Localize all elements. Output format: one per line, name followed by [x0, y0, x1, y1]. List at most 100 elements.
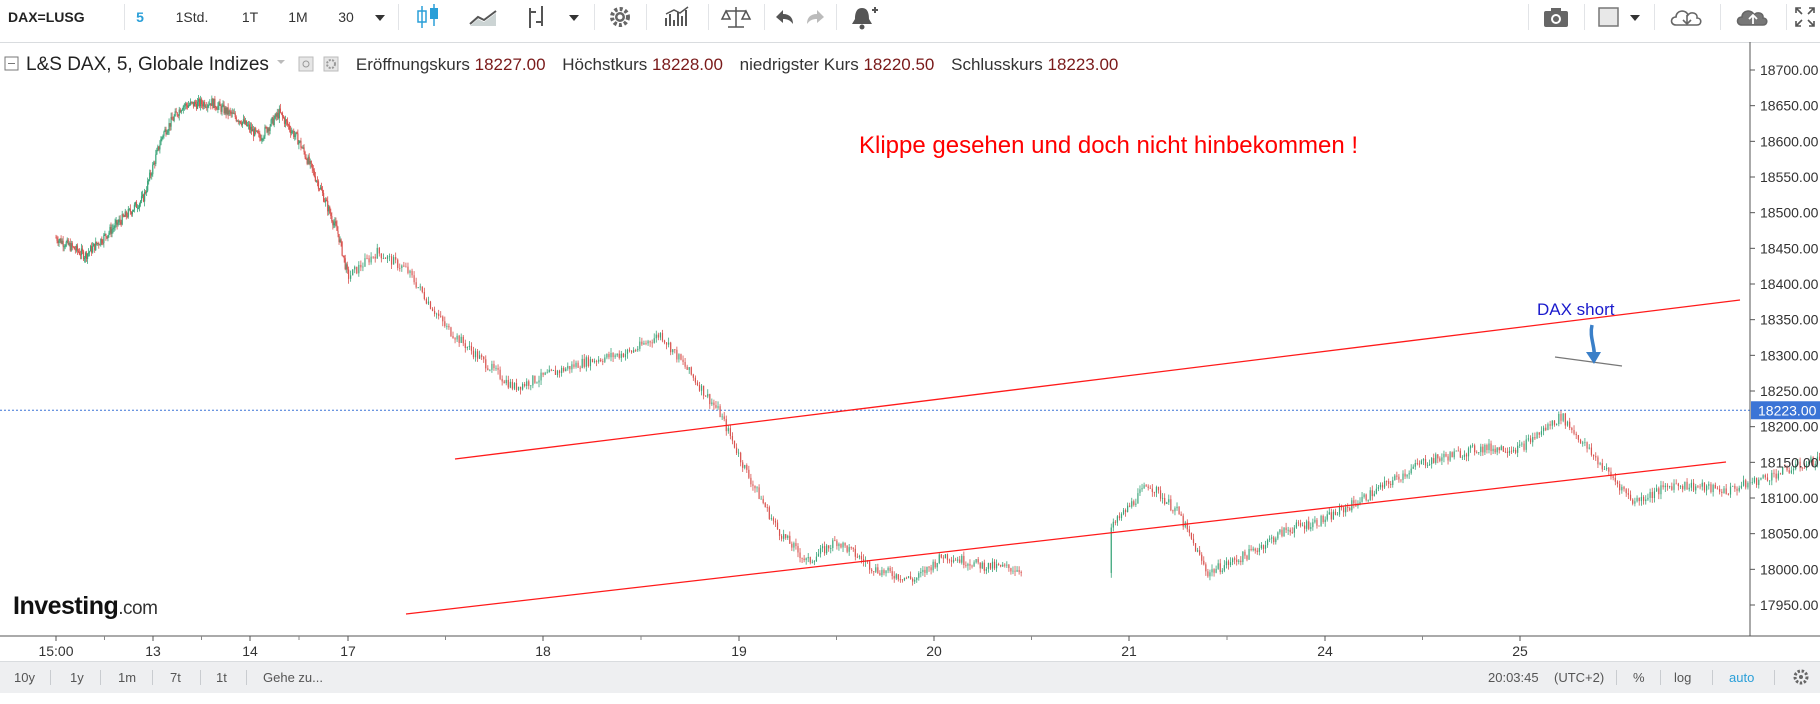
candle-body: [1669, 486, 1671, 488]
log-toggle[interactable]: log: [1674, 670, 1692, 685]
area-chart-icon[interactable]: [458, 0, 508, 34]
percent-toggle[interactable]: %: [1633, 670, 1645, 685]
candle-body: [797, 546, 799, 553]
interval-5-button[interactable]: 5: [136, 9, 144, 25]
camera-icon[interactable]: [1532, 0, 1580, 34]
candle-body: [565, 368, 567, 372]
candlestick-icon[interactable]: [404, 0, 452, 34]
visibility-icon[interactable]: [298, 56, 318, 72]
candle-body: [247, 124, 250, 126]
candle-body: [340, 239, 342, 243]
layout-caret-down-icon[interactable]: [1622, 0, 1648, 34]
candle-body: [653, 338, 655, 343]
candle-body: [1340, 506, 1343, 508]
candle-body: [873, 571, 875, 572]
candle-body: [86, 253, 89, 259]
candle-body: [333, 223, 335, 226]
goto-button[interactable]: Gehe zu...: [263, 670, 323, 685]
lower-channel-line[interactable]: [405, 461, 1727, 615]
indicator-icon[interactable]: [516, 0, 556, 34]
candle-body: [1330, 512, 1332, 520]
interval-30-button[interactable]: 30: [338, 9, 354, 25]
candle-body: [1410, 468, 1412, 474]
small-trend-line[interactable]: [1554, 356, 1623, 367]
upper-channel-line[interactable]: [454, 299, 1741, 460]
candle-body: [127, 209, 129, 217]
toolbar-divider: [1720, 4, 1721, 30]
candle-body: [164, 129, 166, 132]
interval-1m-button[interactable]: 1M: [288, 9, 308, 25]
fullscreen-icon[interactable]: [1790, 0, 1820, 34]
range-1y-button[interactable]: 1y: [70, 670, 84, 685]
candle-body: [411, 270, 413, 276]
range-10y-button[interactable]: 10y: [14, 670, 35, 685]
candle-body: [185, 103, 187, 106]
candle-body: [1266, 539, 1269, 546]
alert-bell-icon[interactable]: [842, 0, 886, 34]
candle-body: [672, 349, 674, 353]
candle-body: [1116, 516, 1118, 523]
candle-body: [1500, 446, 1502, 451]
interval-caret-down-icon[interactable]: [366, 0, 394, 34]
candle-body: [750, 477, 752, 485]
scale-icon[interactable]: [716, 0, 756, 34]
candle-body: [72, 246, 74, 248]
candle-body: [1414, 463, 1416, 467]
candle-body: [1673, 483, 1675, 490]
candle-body: [942, 557, 944, 559]
candle-body: [1775, 473, 1777, 479]
candle-body: [1420, 460, 1423, 465]
bar-chart-icon[interactable]: [656, 0, 696, 34]
symbol-input[interactable]: DAX=LUSG: [8, 9, 85, 25]
interval-1d-button[interactable]: 1T: [241, 9, 259, 25]
x-tick-label: 19: [731, 643, 747, 659]
candle-body: [1472, 445, 1474, 447]
candle-body: [319, 187, 322, 189]
candle-body: [499, 369, 501, 379]
interval-1h-button[interactable]: 1Std.: [175, 9, 209, 25]
bottom-gear-icon[interactable]: [1790, 662, 1812, 693]
candle-body: [530, 385, 532, 387]
collapse-legend-icon[interactable]: [4, 56, 20, 72]
candle-body: [1112, 521, 1114, 528]
candle-body: [257, 130, 259, 133]
candle-body: [228, 110, 230, 115]
candle-body: [961, 555, 963, 563]
candle-body: [468, 345, 470, 347]
undo-icon[interactable]: [768, 0, 800, 34]
gear-icon[interactable]: [600, 0, 640, 34]
candle-body: [272, 117, 274, 126]
legend-caret-down-icon[interactable]: [274, 55, 288, 69]
candle-body: [1258, 548, 1260, 552]
candle-body: [1723, 488, 1725, 494]
candle-body: [598, 359, 600, 362]
drawings[interactable]: DAX short Klippe gesehen und doch nicht …: [405, 132, 1741, 615]
cloud-upload-icon[interactable]: [1726, 0, 1782, 34]
square-icon[interactable]: [1592, 0, 1624, 34]
chart-type-caret-down-icon[interactable]: [560, 0, 588, 34]
auto-toggle[interactable]: auto: [1729, 670, 1755, 685]
range-7t-button[interactable]: 7t: [170, 670, 181, 685]
candle-body: [274, 113, 276, 119]
legend-title[interactable]: L&S DAX, 5, Globale Indizes: [26, 54, 269, 75]
range-1t-button[interactable]: 1t: [216, 670, 227, 685]
legend-gear-icon[interactable]: [323, 56, 343, 72]
candle-body: [824, 546, 826, 554]
candle-body: [390, 256, 393, 265]
candle-body: [470, 345, 473, 351]
candle-body: [1133, 501, 1135, 505]
candle-body: [1532, 436, 1534, 443]
candle-body: [1575, 433, 1577, 436]
candle-body: [425, 299, 427, 304]
price-chart[interactable]: DAX short Klippe gesehen und doch nicht …: [0, 42, 1820, 660]
candle-body: [200, 99, 202, 107]
candle-body: [952, 559, 955, 562]
candle-body: [1197, 550, 1199, 552]
timezone-button[interactable]: (UTC+2): [1554, 670, 1605, 685]
candle-body: [290, 129, 292, 134]
redo-icon[interactable]: [800, 0, 832, 34]
range-1m-button[interactable]: 1m: [118, 670, 137, 685]
cloud-download-icon[interactable]: [1660, 0, 1716, 34]
candle-body: [1558, 413, 1560, 424]
candle-body: [165, 129, 167, 135]
